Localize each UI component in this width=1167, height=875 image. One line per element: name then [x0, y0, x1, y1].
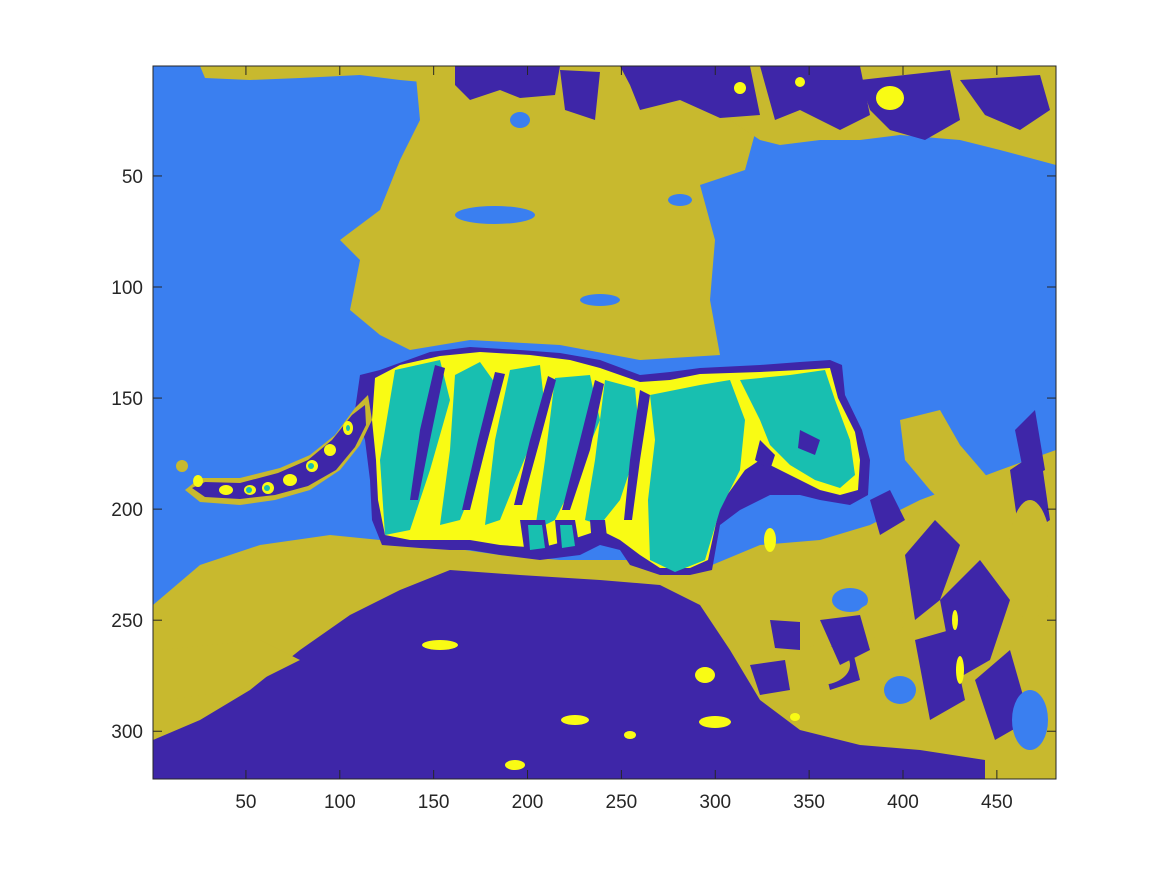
region-yellow-ground	[422, 640, 800, 770]
region-bush-yellow	[764, 528, 964, 684]
region-tiger-tail	[176, 395, 372, 505]
y-axis: 50 100 150 200 250 300	[111, 167, 1056, 743]
x-tick-label: 50	[235, 792, 256, 813]
region-olive-specks	[790, 410, 1052, 685]
x-tick-label: 450	[981, 792, 1013, 813]
y-tick-label: 50	[122, 167, 143, 188]
region-purple-specks	[770, 410, 1045, 665]
region-purple-top	[455, 66, 1050, 140]
x-tick-label: 400	[887, 792, 919, 813]
segmentation-image	[153, 66, 1056, 779]
region-olive-cloud	[340, 66, 760, 360]
x-tick-label: 100	[324, 792, 356, 813]
region-tiger-stripes	[410, 365, 820, 520]
region-blue-holes	[455, 112, 692, 306]
y-tick-label: 300	[111, 722, 143, 743]
axes-box	[152, 65, 1057, 780]
x-axis: 50 100 150 200 250 300 350 400 450	[235, 66, 1013, 813]
y-tick-label: 250	[111, 611, 143, 632]
region-bush	[750, 450, 1050, 740]
x-tick-label: 350	[793, 792, 825, 813]
x-tick-label: 300	[699, 792, 731, 813]
y-tick-label: 200	[111, 500, 143, 521]
region-olive-inground	[160, 640, 300, 700]
x-tick-label: 200	[512, 792, 544, 813]
y-tick-label: 100	[111, 278, 143, 299]
region-purple-ground	[153, 570, 985, 779]
x-tick-label: 250	[606, 792, 638, 813]
region-olive-top	[200, 66, 460, 85]
region-yellow-top	[734, 77, 904, 110]
region-bush-blue	[832, 588, 1048, 750]
region-tiger-legs	[520, 520, 608, 555]
y-tick-label: 150	[111, 389, 143, 410]
x-tick-label: 150	[418, 792, 450, 813]
